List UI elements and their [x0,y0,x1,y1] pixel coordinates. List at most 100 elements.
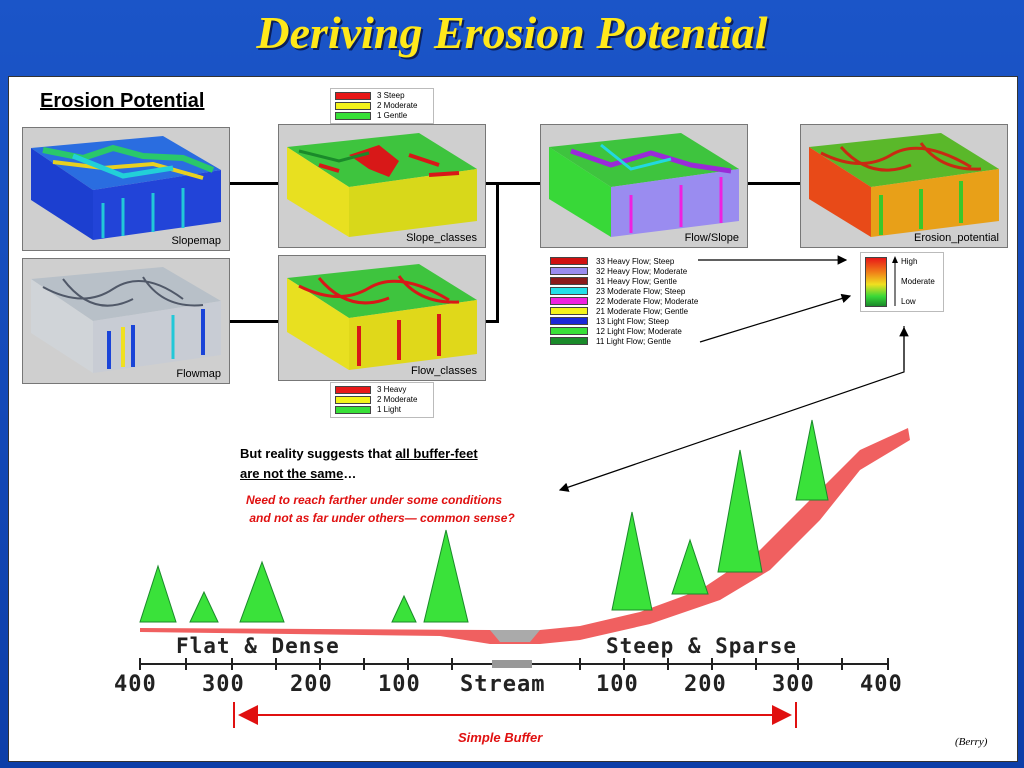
legend-swatch [550,287,588,295]
legend-item: 33 Heavy Flow; Steep [550,256,674,266]
legend-swatch [550,267,588,275]
legend-label: 11 Light Flow; Gentle [596,336,672,346]
flowmap-terrain [31,267,221,373]
legend-swatch [550,337,588,345]
slopemap-terrain [31,136,221,240]
slope-legend: 3 Steep 2 Moderate 1 Gentle [330,88,434,124]
flow-slope-label: Flow/Slope [684,232,739,244]
slope-classes-terrain [287,133,477,237]
flowmap-tile: Flowmap [22,258,230,384]
legend-item: 2 Moderate [335,395,417,404]
distance-label: 100 [378,672,421,697]
reality-prefix: But reality suggests that [240,446,396,461]
distance-label: 400 [114,672,157,697]
legend-item: 3 Heavy [335,385,406,394]
slopemap-label: Slopemap [171,235,221,247]
legend-swatch [335,111,371,120]
legend-swatch [550,327,588,335]
legend-swatch [550,297,588,305]
slopemap-tile: Slopemap [22,127,230,251]
legend-label: 32 Heavy Flow; Moderate [596,266,688,276]
distance-label: 100 [596,672,639,697]
legend-label: 22 Moderate Flow; Moderate [596,296,699,306]
connector-line [746,182,800,185]
distance-label: 300 [772,672,815,697]
connector-line [230,182,278,185]
legend-item: 12 Light Flow; Moderate [550,326,682,336]
distance-label: 200 [684,672,727,697]
legend-swatch [335,101,371,110]
reality-emphasis: all buffer-feet [395,446,478,461]
connector-line [484,182,540,185]
distance-label: 400 [860,672,903,697]
legend-label: 2 Moderate [377,101,418,110]
flow-slope-terrain [549,133,739,237]
legend-label: 13 Light Flow; Steep [596,316,669,326]
reality-emphasis: are not the same [240,466,344,481]
legend-item: 22 Moderate Flow; Moderate [550,296,698,306]
legend-label: 3 Steep [377,91,405,100]
legend-swatch [335,395,371,404]
flow-slope-tile: Flow/Slope [540,124,748,248]
slide-title: Deriving Erosion Potential [256,7,768,58]
erosion-gradient [865,257,887,307]
legend-label: 1 Light [377,405,402,414]
legend-label: 2 Moderate [377,395,418,404]
legend-label: 12 Light Flow; Moderate [596,326,682,336]
steep-sparse-label: Steep & Sparse [606,634,798,658]
erosion-legend: High Moderate Low [860,252,944,312]
legend-item: 2 Moderate [335,101,417,110]
legend-swatch [550,257,588,265]
legend-swatch [335,91,371,100]
legend-item: 3 Steep [335,91,405,100]
erosion-potential-terrain [809,133,999,237]
distance-label: 200 [290,672,333,697]
connector-line [496,182,499,323]
legend-swatch [550,307,588,315]
flow-classes-label: Flow_classes [410,365,477,377]
legend-item: 32 Heavy Flow; Moderate [550,266,687,276]
flow-classes-tile: Flow_classes [278,255,486,381]
erosion-high-label: High [901,257,918,266]
simple-buffer-label: Simple Buffer [458,730,543,745]
conditions-line: and not as far under others— common sens… [249,511,515,525]
legend-label: 33 Heavy Flow; Steep [596,256,675,266]
flat-dense-label: Flat & Dense [176,634,340,658]
legend-label: 3 Heavy [377,385,407,394]
erosion-potential-label: Erosion_potential [913,232,999,244]
reality-suffix: … [343,466,357,481]
legend-item: 31 Heavy Flow; Gentle [550,276,677,286]
legend-item: 11 Light Flow; Gentle [550,336,671,346]
legend-label: 23 Moderate Flow; Steep [596,286,686,296]
flow-slope-legend: 33 Heavy Flow; Steep 32 Heavy Flow; Mode… [546,252,740,350]
legend-item: 1 Light [335,405,401,414]
conditions-note: Need to reach farther under some conditi… [246,491,515,527]
erosion-potential-tile: Erosion_potential [800,124,1008,248]
legend-label: 1 Gentle [377,111,408,120]
flow-legend: 3 Heavy 2 Moderate 1 Light [330,382,434,418]
legend-item: 23 Moderate Flow; Steep [550,286,685,296]
erosion-low-label: Low [901,297,916,306]
stream-label: Stream [460,672,546,697]
legend-swatch [550,277,588,285]
legend-swatch [550,317,588,325]
legend-label: 31 Heavy Flow; Gentle [596,276,677,286]
conditions-line: Need to reach farther under some conditi… [246,493,503,507]
reality-statement: But reality suggests that all buffer-fee… [240,444,570,484]
legend-swatch [335,385,371,394]
distance-label: 300 [202,672,245,697]
gradient-arrow-icon [892,256,898,306]
legend-label: 21 Moderate Flow; Gentle [596,306,689,316]
connector-line [230,320,278,323]
legend-item: 13 Light Flow; Steep [550,316,669,326]
connector-line [484,320,498,323]
legend-swatch [335,405,371,414]
flow-classes-terrain [287,264,477,370]
erosion-moderate-label: Moderate [901,277,935,286]
legend-item: 1 Gentle [335,111,407,120]
slope-classes-tile: Slope_classes [278,124,486,248]
credit-text: (Berry) [955,736,988,748]
legend-item: 21 Moderate Flow; Gentle [550,306,688,316]
flowmap-label: Flowmap [176,368,221,380]
section-title: Erosion Potential [40,90,205,112]
